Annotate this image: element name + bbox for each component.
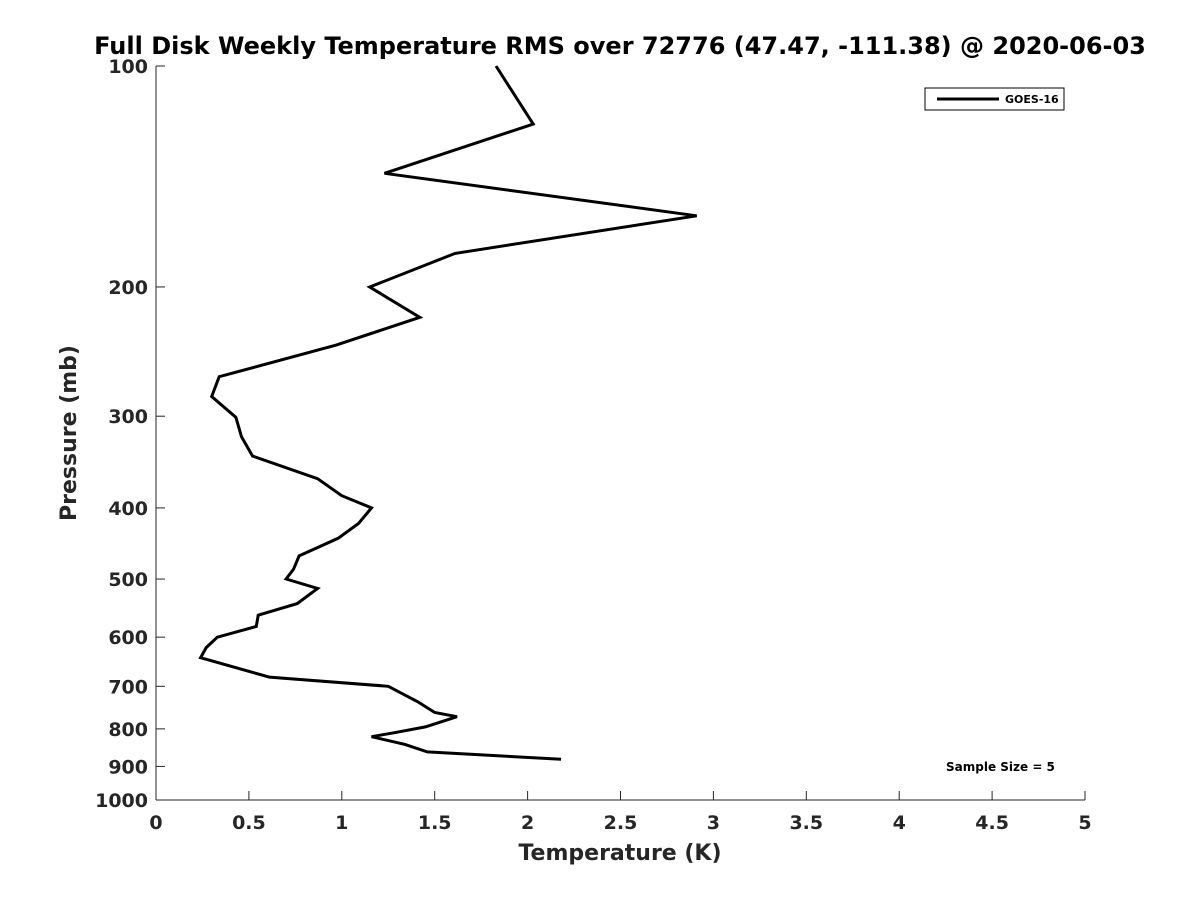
x-tick-label: 1.5: [418, 812, 452, 834]
x-tick-label: 2: [521, 812, 534, 834]
y-axis-label: Pressure (mb): [57, 345, 82, 521]
x-tick-label: 4: [893, 812, 906, 834]
y-tick-label: 1000: [95, 790, 148, 812]
x-tick-label: 5: [1078, 812, 1091, 834]
x-axis-ticks: 0 0.5 1 1.5 2 2.5 3 3.5 4 4.5 5: [149, 791, 1092, 834]
series-layer: [198, 65, 697, 761]
axes: [155, 66, 1085, 801]
x-tick-label: 1: [335, 812, 348, 834]
plot-area: [156, 66, 1085, 800]
legend: GOES-16: [924, 87, 1065, 111]
y-tick-label: 300: [108, 406, 148, 428]
y-tick-label: 800: [108, 719, 148, 741]
sample-size-annotation: Sample Size = 5: [946, 760, 1055, 774]
x-tick-label: 0: [149, 812, 162, 834]
series-line-goes-16: [198, 65, 697, 761]
y-tick-label: 100: [108, 56, 148, 78]
x-tick-label: 0.5: [232, 812, 266, 834]
y-tick-label: 400: [108, 498, 148, 520]
chart-title: Full Disk Weekly Temperature RMS over 72…: [94, 32, 1146, 60]
x-tick-label: 3: [707, 812, 720, 834]
y-tick-label: 600: [108, 627, 148, 649]
x-axis-label: Temperature (K): [518, 841, 721, 866]
x-tick-label: 3.5: [789, 812, 823, 834]
y-tick-label: 900: [108, 756, 148, 778]
y-axis-ticks: 100 200 300 400 500 600 700 800 900 1000: [95, 56, 165, 812]
y-tick-label: 200: [108, 277, 148, 299]
y-tick-label: 500: [108, 569, 148, 591]
x-tick-label: 4.5: [975, 812, 1009, 834]
y-tick-label: 700: [108, 676, 148, 698]
legend-label-goes-16: GOES-16: [1005, 93, 1059, 106]
x-tick-label: 2.5: [604, 812, 638, 834]
